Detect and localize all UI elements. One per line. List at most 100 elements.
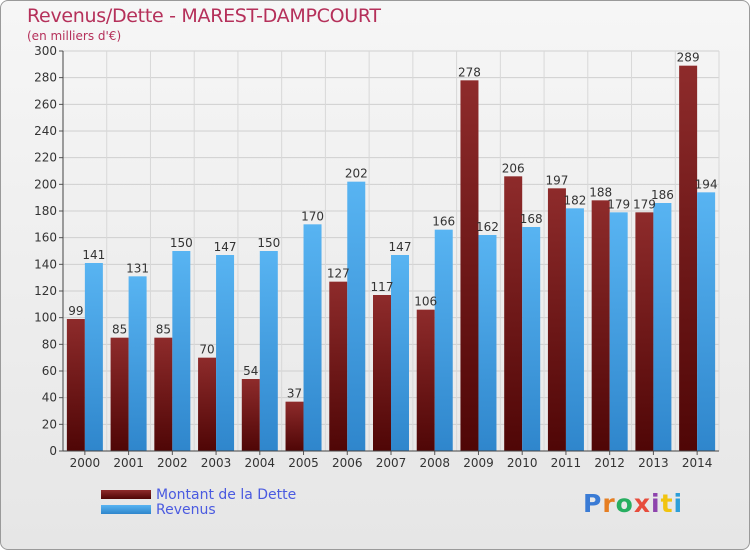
data-label-dette: 117 [371, 280, 394, 294]
x-tick-label: 2003 [201, 456, 232, 470]
y-tick-label: 180 [34, 204, 57, 218]
y-tick-label: 40 [42, 391, 57, 405]
legend-swatch-revenus [101, 505, 151, 514]
data-label-dette: 188 [589, 185, 612, 199]
x-tick-label: 2001 [113, 456, 144, 470]
bar-dette [635, 212, 654, 451]
x-tick-label: 2007 [376, 456, 407, 470]
bar-revenus [391, 255, 409, 451]
legend-swatch-dette [101, 490, 151, 499]
data-label-revenus: 186 [651, 188, 674, 202]
data-label-revenus: 166 [432, 215, 455, 229]
bar-dette [241, 379, 260, 451]
data-label-dette: 54 [243, 364, 258, 378]
x-tick-label: 2014 [682, 456, 713, 470]
logo-letter: P [583, 489, 603, 518]
bar-revenus [347, 181, 366, 451]
data-label-revenus: 168 [520, 212, 543, 226]
proxiti-logo: Proxiti [583, 489, 683, 518]
bar-dette [110, 337, 129, 451]
bar-dette [329, 281, 348, 451]
data-label-dette: 206 [502, 161, 525, 175]
bar-dette [547, 188, 566, 452]
data-label-dette: 289 [677, 51, 700, 65]
chart-subtitle: (en milliers d'€) [27, 29, 122, 43]
bar-revenus [522, 227, 541, 451]
bar-dette [154, 337, 173, 451]
data-label-dette: 85 [112, 323, 127, 337]
logo-letter: t [660, 489, 674, 518]
bar-revenus [434, 229, 453, 451]
data-label-dette: 278 [458, 65, 481, 79]
bar-revenus [565, 208, 584, 451]
data-label-revenus: 170 [301, 209, 324, 223]
x-tick-label: 2000 [70, 456, 101, 470]
data-label-revenus: 150 [170, 236, 193, 250]
chart-title: Revenus/Dette - MAREST-DAMPCOURT [27, 5, 381, 27]
y-tick-label: 200 [34, 177, 57, 191]
legend-label-revenus: Revenus [156, 502, 216, 518]
y-tick-label: 300 [34, 44, 57, 58]
x-tick-label: 2005 [288, 456, 319, 470]
y-tick-label: 260 [34, 97, 57, 111]
bar-dette [591, 200, 610, 451]
x-tick-label: 2006 [332, 456, 363, 470]
bar-revenus [84, 263, 103, 451]
bar-dette [460, 80, 479, 451]
x-tick-label: 2008 [419, 456, 450, 470]
x-tick-label: 2012 [594, 456, 625, 470]
y-tick-label: 100 [34, 311, 57, 325]
data-label-dette: 85 [156, 323, 171, 337]
bar-revenus [259, 251, 278, 451]
y-tick-label: 160 [34, 231, 57, 245]
x-tick-label: 2002 [157, 456, 188, 470]
y-tick-label: 280 [34, 71, 57, 85]
x-tick-label: 2011 [551, 456, 582, 470]
data-label-dette: 127 [327, 267, 350, 281]
data-label-dette: 179 [633, 197, 656, 211]
data-label-dette: 70 [199, 343, 214, 357]
y-tick-label: 60 [42, 364, 57, 378]
y-tick-label: 140 [34, 257, 57, 271]
bar-revenus [216, 255, 235, 451]
x-tick-label: 2004 [245, 456, 276, 470]
bar-revenus [653, 203, 672, 451]
data-label-revenus: 202 [345, 167, 368, 181]
logo-letter: i [673, 489, 684, 518]
y-tick-label: 120 [34, 284, 57, 298]
bar-revenus [609, 212, 628, 451]
x-tick-label: 2013 [638, 456, 669, 470]
legend-label-dette: Montant de la Dette [156, 487, 297, 503]
y-tick-label: 80 [42, 337, 57, 351]
bar-dette [504, 176, 523, 452]
bar-revenus [128, 276, 147, 451]
data-label-revenus: 194 [695, 177, 718, 191]
bar-dette [679, 65, 698, 452]
bar-revenus [478, 235, 497, 451]
bar-revenus [697, 192, 716, 452]
logo-letter: x [633, 489, 651, 518]
bar-revenus [172, 251, 191, 451]
y-tick-label: 20 [42, 417, 57, 431]
x-tick-label: 2009 [463, 456, 494, 470]
data-label-dette: 197 [545, 173, 568, 187]
data-label-revenus: 141 [82, 248, 105, 262]
data-label-revenus: 131 [126, 261, 149, 275]
y-tick-label: 240 [34, 124, 57, 138]
x-tick-label: 2010 [507, 456, 538, 470]
data-label-dette: 99 [68, 304, 83, 318]
data-label-revenus: 147 [389, 240, 412, 254]
y-tick-label: 0 [49, 444, 57, 458]
bar-dette [285, 401, 304, 451]
logo-letter: o [615, 489, 634, 518]
bar-dette [416, 309, 435, 451]
data-label-dette: 37 [287, 387, 302, 401]
data-label-revenus: 162 [476, 220, 499, 234]
data-label-revenus: 147 [214, 240, 237, 254]
data-label-revenus: 150 [257, 236, 280, 250]
bar-revenus [303, 224, 322, 451]
logo-letter: i [651, 489, 661, 518]
data-label-dette: 106 [414, 295, 437, 309]
